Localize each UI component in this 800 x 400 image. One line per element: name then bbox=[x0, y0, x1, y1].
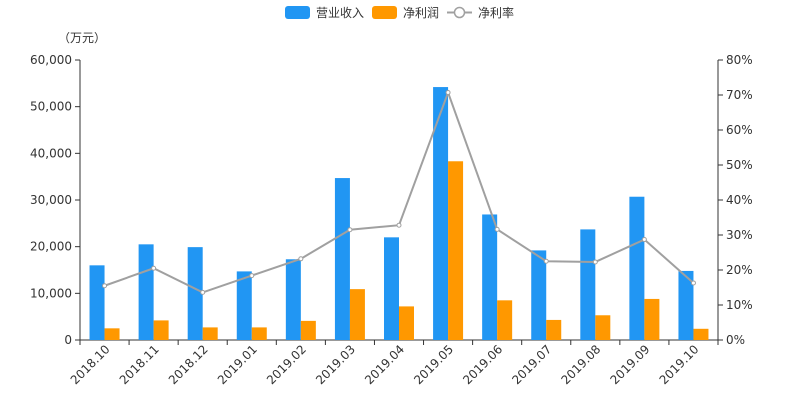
y-right-tick-label: 10% bbox=[726, 298, 753, 312]
x-tick-label: 2018.11 bbox=[117, 342, 162, 387]
legend-marker-net-margin bbox=[453, 6, 466, 19]
x-tick-label: 2019.10 bbox=[657, 342, 702, 387]
net-margin-point-2019.10[interactable] bbox=[690, 280, 696, 286]
legend-label-net-margin: 净利率 bbox=[478, 5, 514, 20]
net-margin-point-2019.05[interactable] bbox=[445, 90, 451, 96]
y-right-tick-label: 80% bbox=[726, 53, 753, 67]
y-left-tick-label: 50,000 bbox=[30, 100, 72, 114]
net-margin-point-2019.02[interactable] bbox=[298, 256, 304, 262]
bar-net-profit-2019.06[interactable] bbox=[497, 300, 513, 340]
y-left-tick-label: 0 bbox=[64, 333, 72, 347]
bar-net-profit-2018.11[interactable] bbox=[153, 320, 169, 340]
bar-net-profit-2019.08[interactable] bbox=[595, 315, 611, 340]
y-axis-unit-label: （万元） bbox=[58, 31, 106, 45]
axes: 0 10,000 20,000 30,000 40,000 50,000 60,000 0% 1… bbox=[30, 53, 753, 347]
legend-swatch-net-profit bbox=[372, 6, 397, 19]
x-tick-label: 2019.02 bbox=[264, 342, 309, 387]
y-right-tick-label: 40% bbox=[726, 193, 753, 207]
net-margin-point-2019.09[interactable] bbox=[641, 237, 647, 243]
bar-revenue-2019.04[interactable] bbox=[384, 237, 399, 340]
legend-label-net-profit: 净利润 bbox=[403, 6, 439, 20]
net-margin-point-2018.10[interactable] bbox=[102, 283, 108, 289]
bar-revenue-2018.11[interactable] bbox=[138, 244, 154, 340]
bar-revenue-2019.01[interactable] bbox=[236, 271, 252, 340]
y-left-tick-label: 40,000 bbox=[30, 146, 72, 160]
net-margin-point-2018.12[interactable] bbox=[200, 289, 206, 295]
bar-revenue-2019.02[interactable] bbox=[285, 259, 301, 340]
x-tick-label: 2019.01 bbox=[215, 342, 260, 387]
bar-net-profit-2019.09[interactable] bbox=[644, 298, 660, 340]
bar-revenue-2019.07[interactable] bbox=[531, 250, 547, 340]
y-left-tick-label: 60,000 bbox=[30, 53, 72, 67]
net-margin-point-2018.11[interactable] bbox=[151, 265, 157, 271]
net-margin-point-2019.01[interactable] bbox=[249, 273, 255, 279]
bar-revenue-2019.03[interactable] bbox=[334, 178, 350, 340]
net-margin-point-2019.06[interactable] bbox=[494, 226, 500, 232]
x-tick-label: 2019.09 bbox=[608, 342, 653, 387]
bar-revenue-2019.05[interactable] bbox=[433, 87, 449, 340]
net-margin-point-2019.04[interactable] bbox=[396, 222, 402, 228]
legend-label-revenue: 营业收入 bbox=[316, 6, 364, 20]
y-right-tick-label: 50% bbox=[726, 158, 753, 172]
x-tick-label: 2019.03 bbox=[313, 342, 358, 387]
bar-revenue-2018.12[interactable] bbox=[187, 247, 203, 340]
legend-item-net-margin[interactable]: 净利率 bbox=[447, 5, 514, 20]
x-tick-label: 2019.05 bbox=[411, 342, 456, 387]
bar-net-profit-2019.05[interactable] bbox=[448, 161, 464, 340]
legend-item-revenue[interactable]: 营业收入 bbox=[285, 6, 364, 20]
y-right-tick-label: 20% bbox=[726, 263, 753, 277]
bar-revenue-2019.06[interactable] bbox=[482, 214, 498, 340]
x-tick-label: 2019.06 bbox=[460, 342, 505, 387]
y-right-tick-label: 0% bbox=[726, 333, 745, 347]
y-right-tick-label: 30% bbox=[726, 228, 753, 242]
bar-net-profit-2019.04[interactable] bbox=[399, 306, 414, 340]
y-left-tick-label: 20,000 bbox=[30, 240, 72, 254]
legend-swatch-revenue bbox=[285, 6, 310, 19]
x-axis-ticks: 2018.10 2018.11 2018.12 2019.01 2019.02 2019.… bbox=[68, 340, 719, 387]
bar-revenue-2018.10[interactable] bbox=[89, 265, 105, 340]
bars bbox=[89, 87, 709, 340]
legend-item-net-profit[interactable]: 净利润 bbox=[372, 6, 439, 20]
bar-net-profit-2018.10[interactable] bbox=[104, 328, 120, 340]
y-left-tick-label: 30,000 bbox=[30, 193, 72, 207]
x-tick-label: 2019.08 bbox=[558, 342, 603, 387]
x-tick-label: 2018.10 bbox=[68, 342, 113, 387]
net-margin-point-2019.08[interactable] bbox=[592, 259, 598, 265]
y-left-tick-label: 10,000 bbox=[30, 286, 72, 300]
bar-net-profit-2018.12[interactable] bbox=[202, 327, 218, 340]
bar-revenue-2019.10[interactable] bbox=[678, 270, 694, 340]
bar-net-profit-2019.07[interactable] bbox=[546, 319, 562, 340]
y-right-tick-label: 60% bbox=[726, 123, 753, 137]
bar-net-profit-2019.03[interactable] bbox=[349, 289, 365, 340]
net-margin-point-2019.07[interactable] bbox=[543, 258, 549, 264]
x-tick-label: 2018.12 bbox=[166, 342, 211, 387]
x-tick-label: 2019.04 bbox=[362, 342, 407, 387]
bar-net-profit-2019.01[interactable] bbox=[251, 327, 267, 340]
net-margin-line bbox=[102, 89, 696, 295]
bar-net-profit-2019.10[interactable] bbox=[693, 328, 709, 340]
x-tick-label: 2019.07 bbox=[509, 342, 554, 387]
y-right-tick-label: 70% bbox=[726, 88, 753, 102]
bar-revenue-2019.08[interactable] bbox=[580, 229, 596, 340]
net-margin-point-2019.03[interactable] bbox=[347, 227, 353, 233]
legend: 营业收入 净利润 净利率 bbox=[285, 5, 514, 20]
bar-revenue-2019.09[interactable] bbox=[629, 196, 645, 340]
bar-net-profit-2019.02[interactable] bbox=[300, 320, 316, 340]
